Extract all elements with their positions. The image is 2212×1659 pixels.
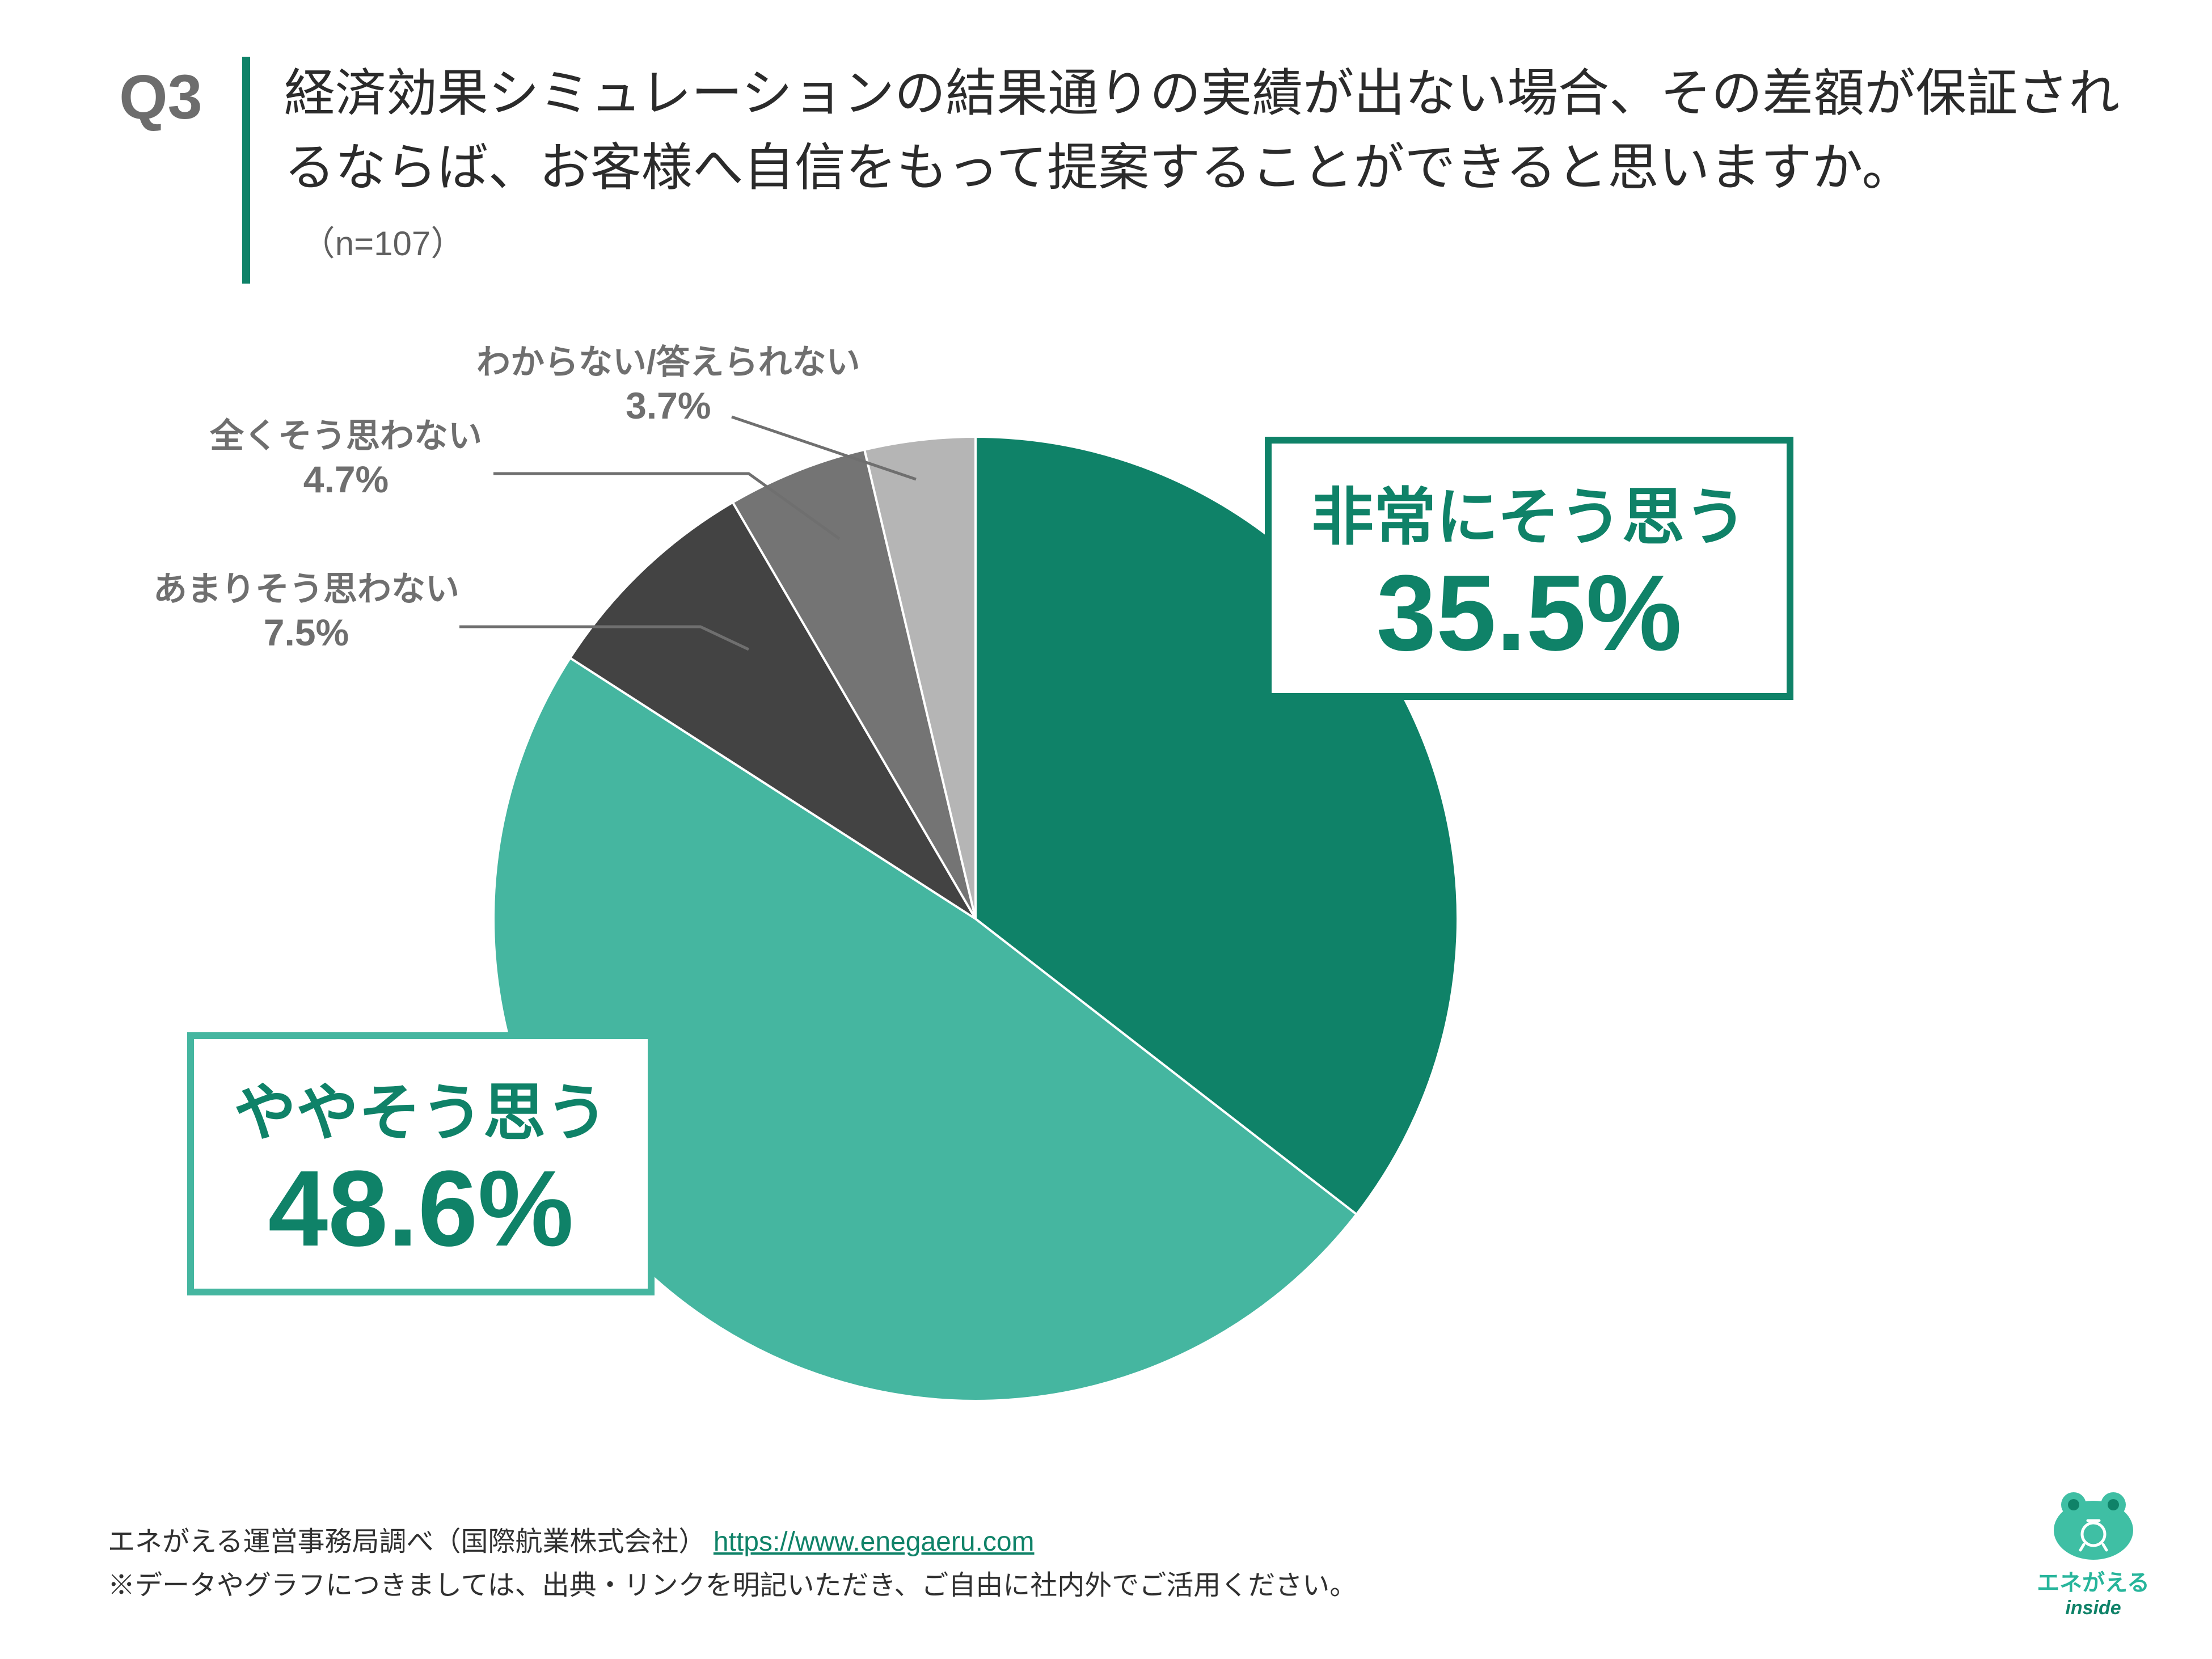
header: Q3 経済効果シミュレーションの結果通りの実績が出ない場合、その差額が保証される… bbox=[119, 57, 2145, 284]
slice-label: 全くそう思わない4.7% bbox=[210, 408, 482, 501]
logo-text-sub: inside bbox=[2037, 1597, 2150, 1619]
slice-label-text: わからない/答えられない bbox=[476, 335, 860, 384]
header-divider bbox=[242, 57, 250, 284]
slice-label-pct: 3.7% bbox=[476, 384, 860, 427]
slice-label: わからない/答えられない3.7% bbox=[476, 335, 860, 427]
slice-label-text: 全くそう思わない bbox=[210, 408, 482, 458]
slice-label-pct: 4.7% bbox=[210, 458, 482, 501]
question-text: 経済効果シミュレーションの結果通りの実績が出ない場合、その差額が保証されるならば… bbox=[284, 57, 2145, 205]
slice-label: あまりそう思わない7.5% bbox=[153, 562, 459, 654]
callout-label: 非常にそう思う bbox=[1311, 466, 1747, 557]
slice-label-pct: 7.5% bbox=[153, 611, 459, 654]
callout-value: 35.5% bbox=[1311, 557, 1747, 670]
footer-link[interactable]: https://www.enegaeru.com bbox=[714, 1527, 1035, 1557]
pie-chart-area: 非常にそう思う35.5% ややそう思う48.6% あまりそう思わない7.5% 全くそう… bbox=[0, 352, 2212, 1458]
footer: エネがえる運営事務局調べ（国際航業株式会社） https://www.enega… bbox=[108, 1521, 1357, 1608]
slide: Q3 経済効果シミュレーションの結果通りの実績が出ない場合、その差額が保証される… bbox=[0, 0, 2212, 1659]
slice-label-text: あまりそう思わない bbox=[153, 562, 459, 611]
footer-source: エネがえる運営事務局調べ（国際航業株式会社） bbox=[108, 1527, 714, 1557]
footer-line1: エネがえる運営事務局調べ（国際航業株式会社） https://www.enega… bbox=[108, 1521, 1357, 1564]
question-block: 経済効果シミュレーションの結果通りの実績が出ない場合、その差額が保証されるならば… bbox=[284, 57, 2145, 265]
logo-text-main: エネがえる bbox=[2037, 1564, 2150, 1597]
frog-icon bbox=[2042, 1476, 2145, 1561]
question-number: Q3 bbox=[119, 57, 202, 133]
brand-logo: エネがえる inside bbox=[2037, 1476, 2150, 1619]
footer-line2: ※データやグラフにつきましては、出典・リンクを明記いただき、ご自由に社内外でご活… bbox=[108, 1564, 1357, 1608]
sample-size: （n=107） bbox=[284, 216, 2145, 265]
callout-value: 48.6% bbox=[234, 1153, 608, 1266]
callout-box: ややそう思う48.6% bbox=[187, 1032, 655, 1295]
callout-box: 非常にそう思う35.5% bbox=[1265, 437, 1793, 700]
callout-label: ややそう思う bbox=[234, 1062, 608, 1153]
